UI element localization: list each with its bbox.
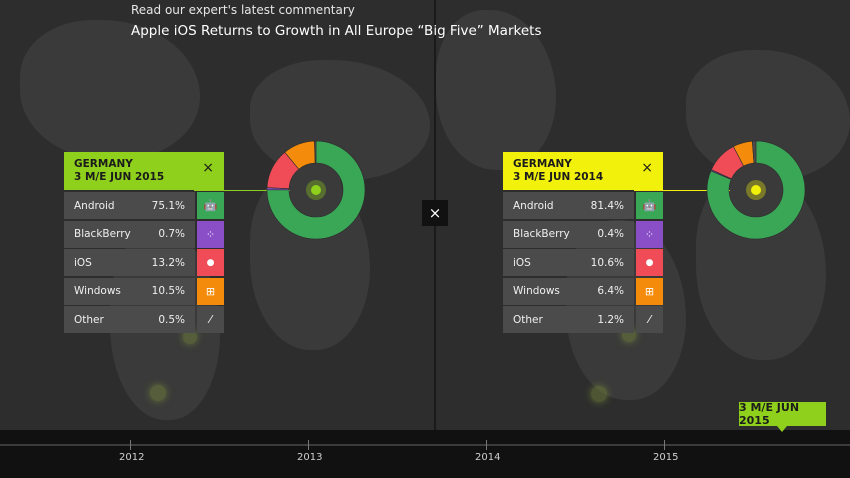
timeline-year-label[interactable]: 2012 (119, 452, 145, 463)
header: Read our expert's latest commentary Appl… (131, 2, 541, 39)
right-location-marker[interactable] (751, 185, 761, 195)
row-cell: BlackBerry 0.7% (64, 220, 195, 248)
timeline-year-label[interactable]: 2015 (653, 452, 679, 463)
row-cell: Android 75.1% (64, 192, 195, 219)
left-panel-country: GERMANY (74, 158, 133, 170)
os-label: iOS (74, 256, 92, 269)
world-map-left (0, 0, 434, 430)
right-row-windows[interactable]: Windows 6.4% ⊞ (503, 277, 663, 305)
windows-icon: ⊞ (636, 277, 663, 305)
os-label: Windows (513, 285, 560, 297)
timeline-tick (130, 440, 131, 450)
row-cell: iOS 10.6% (503, 249, 634, 276)
left-row-android[interactable]: Android 75.1% 🤖 (64, 192, 224, 219)
left-panel-header: GERMANY 3 M/E JUN 2015 × (64, 152, 224, 190)
row-cell: Windows 10.5% (64, 277, 195, 305)
left-panel: GERMANY 3 M/E JUN 2015 × Android 75.1% 🤖 Bl… (64, 152, 224, 333)
right-slice-android[interactable] (706, 140, 806, 240)
row-cell: Android 81.4% (503, 192, 634, 219)
page-title: Apple iOS Returns to Growth in All Europ… (131, 23, 542, 39)
left-panel-close-icon[interactable]: × (202, 160, 214, 176)
right-panel-close-icon[interactable]: × (641, 160, 653, 176)
timeline-tick (664, 440, 665, 450)
os-label: Other (74, 313, 104, 326)
os-share-value: 75.1% (151, 199, 185, 212)
right-row-blackberry[interactable]: BlackBerry 0.4% ⁘ (503, 220, 663, 248)
right-panel-period: 3 M/E JUN 2014 (513, 171, 604, 183)
timeline-year-label[interactable]: 2014 (475, 452, 501, 463)
donut-chart-left (266, 140, 366, 240)
left-panel-period: 3 M/E JUN 2015 (74, 171, 165, 183)
left-connector-line (194, 190, 318, 191)
android-icon: 🤖 (636, 192, 663, 219)
os-label: BlackBerry (74, 228, 131, 240)
os-share-value: 10.5% (151, 285, 185, 297)
row-cell: Other 1.2% (503, 306, 634, 333)
os-share-value: 0.4% (597, 228, 624, 240)
right-row-ios[interactable]: iOS 10.6% ● (503, 249, 663, 276)
right-slice-other[interactable] (751, 140, 757, 164)
os-label: Android (74, 199, 115, 212)
os-share-value: 10.6% (590, 256, 624, 269)
os-label: BlackBerry (513, 228, 570, 240)
timeline-tick (486, 440, 487, 450)
os-share-value: 0.5% (158, 313, 185, 326)
os-share-value: 1.2% (597, 313, 624, 326)
os-label: Other (513, 313, 543, 326)
right-panel: GERMANY 3 M/E JUN 2014 × Android 81.4% 🤖 Bl… (503, 152, 663, 333)
center-close-button[interactable]: × (422, 200, 448, 226)
left-row-other[interactable]: Other 0.5% ⁄ (64, 306, 224, 333)
left-row-windows[interactable]: Windows 10.5% ⊞ (64, 277, 224, 305)
os-share-value: 0.7% (158, 228, 185, 240)
right-row-android[interactable]: Android 81.4% 🤖 (503, 192, 663, 219)
os-label: Android (513, 199, 554, 212)
right-panel-header: GERMANY 3 M/E JUN 2014 × (503, 152, 663, 190)
left-row-blackberry[interactable]: BlackBerry 0.7% ⁘ (64, 220, 224, 248)
row-cell: Windows 6.4% (503, 277, 634, 305)
os-share-value: 81.4% (590, 199, 624, 212)
left-slice-android[interactable] (266, 140, 366, 240)
blackberry-icon: ⁘ (636, 220, 663, 248)
left-slice-other[interactable] (314, 140, 317, 164)
timeline[interactable]: 2012 2013 2014 2015 (0, 430, 850, 478)
right-connector-line (634, 190, 758, 191)
windows-icon: ⊞ (197, 277, 224, 305)
slash-icon: ⁄ (636, 306, 663, 333)
os-label: Windows (74, 285, 121, 297)
android-icon: 🤖 (197, 192, 224, 219)
left-location-marker[interactable] (311, 185, 321, 195)
donut-chart-right (706, 140, 806, 240)
timeline-axis (0, 444, 850, 446)
commentary-link[interactable]: Read our expert's latest commentary (131, 3, 355, 17)
os-share-value: 6.4% (597, 285, 624, 297)
os-share-value: 13.2% (151, 256, 185, 269)
left-row-ios[interactable]: iOS 13.2% ● (64, 249, 224, 276)
apple-icon: ● (197, 249, 224, 276)
row-cell: Other 0.5% (64, 306, 195, 333)
blackberry-icon: ⁘ (197, 220, 224, 248)
right-row-other[interactable]: Other 1.2% ⁄ (503, 306, 663, 333)
apple-icon: ● (636, 249, 663, 276)
timeline-tick (308, 440, 309, 450)
row-cell: iOS 13.2% (64, 249, 195, 276)
timeline-selected-badge[interactable]: 3 M/E JUN 2015 (739, 401, 826, 432)
right-panel-country: GERMANY (513, 158, 572, 170)
timeline-year-label[interactable]: 2013 (297, 452, 323, 463)
os-label: iOS (513, 256, 531, 269)
row-cell: BlackBerry 0.4% (503, 220, 634, 248)
slash-icon: ⁄ (197, 306, 224, 333)
